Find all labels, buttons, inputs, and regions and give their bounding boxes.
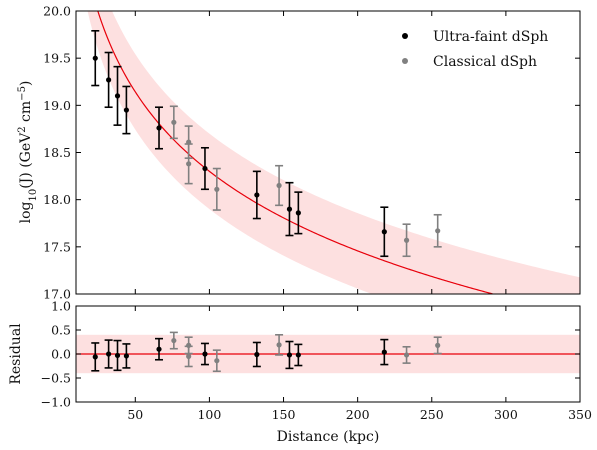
residual-classical-point-3 bbox=[212, 349, 221, 373]
data-marker bbox=[202, 351, 208, 357]
data-marker bbox=[106, 351, 112, 357]
legend: Ultra-faint dSph Classical dSph bbox=[402, 29, 548, 70]
data-marker bbox=[123, 353, 129, 359]
data-marker bbox=[254, 351, 260, 358]
main-ultra-faint-point-1 bbox=[104, 51, 113, 109]
residual-ultra-faint-point-4 bbox=[155, 337, 164, 361]
data-marker bbox=[295, 210, 301, 216]
legend-marker-classical bbox=[402, 58, 408, 64]
main-y-tick-label: 19.0 bbox=[43, 98, 71, 113]
data-marker bbox=[156, 346, 162, 352]
scatter-band bbox=[87, 11, 580, 294]
residual-classical-point-0 bbox=[169, 331, 178, 350]
main-y-tick-label: 17.0 bbox=[43, 287, 71, 302]
data-marker bbox=[403, 352, 410, 358]
data-marker bbox=[123, 107, 129, 113]
main-ultra-faint-point-8 bbox=[294, 191, 303, 235]
residual-y-axis-label: Residual bbox=[8, 323, 24, 385]
data-marker bbox=[276, 182, 282, 189]
x-axis-label: Distance (kpc) bbox=[277, 429, 380, 445]
main-ultra-faint-point-6 bbox=[252, 170, 261, 220]
data-marker bbox=[202, 165, 208, 172]
data-marker bbox=[114, 352, 121, 359]
main-ultra-faint-point-9 bbox=[380, 206, 389, 258]
data-marker bbox=[276, 342, 282, 348]
data-marker bbox=[286, 206, 293, 212]
residual-ultra-faint-point-5 bbox=[200, 342, 209, 366]
residual-ultra-faint-point-8 bbox=[294, 343, 303, 367]
main-classical-point-5 bbox=[402, 223, 411, 258]
data-marker bbox=[254, 192, 260, 198]
main-y-axis-label: log10(J) (GeV2 cm−5) bbox=[17, 81, 39, 224]
residual-ultra-faint-point-7 bbox=[285, 340, 294, 370]
main-classical-point-2 bbox=[184, 143, 193, 185]
main-panel: 17.0 17.5 18.0 18.5 19.0 19.5 20.0 log10(J) (G… bbox=[17, 4, 581, 302]
residual-ultra-faint-point-2 bbox=[113, 339, 122, 372]
data-marker bbox=[92, 354, 98, 360]
residual-classical-point-2 bbox=[184, 345, 193, 368]
main-y-tick-label: 20.0 bbox=[43, 4, 71, 19]
residual-ultra-faint-point-9 bbox=[380, 338, 389, 366]
data-marker bbox=[171, 119, 177, 125]
main-ultra-faint-point-0 bbox=[91, 30, 100, 87]
data-marker bbox=[92, 55, 98, 61]
main-ultra-faint-point-7 bbox=[285, 181, 294, 237]
x-tick-label: 250 bbox=[420, 407, 444, 422]
residual-y-tick-label: −1.0 bbox=[41, 395, 71, 410]
data-marker bbox=[171, 337, 177, 344]
main-classical-point-0 bbox=[169, 105, 178, 140]
residual-classical-point-5 bbox=[402, 345, 411, 364]
residual-y-tick-label: −0.5 bbox=[41, 371, 71, 386]
residual-ultra-faint-point-1 bbox=[104, 339, 113, 369]
x-tick-label: 150 bbox=[272, 407, 296, 422]
main-y-tick-label: 17.5 bbox=[43, 239, 71, 254]
data-marker bbox=[286, 352, 293, 358]
data-marker bbox=[186, 353, 192, 359]
residual-y-tick-label: 1.0 bbox=[51, 299, 71, 314]
residual-panel: 50 100 150 200 250 300 350 −1.0 −0.5 0.0 0.5 1.0 Re… bbox=[8, 299, 592, 446]
data-marker bbox=[186, 161, 192, 167]
legend-label-classical: Classical dSph bbox=[433, 54, 537, 70]
main-ultra-faint-point-5 bbox=[200, 146, 209, 191]
residual-ultra-faint-point-0 bbox=[91, 342, 100, 372]
data-marker bbox=[214, 358, 220, 364]
data-marker bbox=[114, 93, 121, 99]
legend-marker-ultra-faint bbox=[402, 33, 408, 39]
main-ultra-faint-point-4 bbox=[155, 106, 164, 150]
data-marker bbox=[214, 186, 220, 192]
main-classical-point-3 bbox=[212, 167, 221, 211]
x-tick-label: 300 bbox=[494, 407, 518, 422]
residual-y-tick-label: 0.0 bbox=[51, 347, 71, 362]
main-classical-point-4 bbox=[275, 164, 284, 207]
residual-classical-point-6 bbox=[433, 336, 442, 355]
fit-curve bbox=[97, 11, 496, 294]
main-ultra-faint-point-3 bbox=[122, 85, 131, 135]
data-marker bbox=[381, 349, 387, 355]
main-classical-point-6 bbox=[433, 213, 442, 248]
data-marker bbox=[156, 125, 162, 131]
x-tick-label: 100 bbox=[197, 407, 221, 422]
data-marker bbox=[295, 352, 301, 358]
data-marker bbox=[381, 229, 387, 235]
main-y-tick-label: 19.5 bbox=[43, 51, 71, 66]
legend-label-ultra-faint: Ultra-faint dSph bbox=[433, 29, 548, 45]
x-tick-label: 200 bbox=[346, 407, 370, 422]
residual-classical-point-4 bbox=[275, 333, 284, 356]
residual-ultra-faint-point-3 bbox=[122, 343, 131, 369]
x-tick-label: 350 bbox=[568, 407, 592, 422]
data-marker bbox=[403, 237, 410, 243]
main-y-tick-label: 18.5 bbox=[43, 145, 71, 160]
residual-y-tick-label: 0.5 bbox=[51, 323, 71, 338]
x-tick-label: 50 bbox=[127, 407, 143, 422]
data-marker bbox=[435, 228, 441, 234]
data-marker bbox=[106, 77, 112, 83]
residual-ultra-faint-point-6 bbox=[252, 341, 261, 368]
main-ultra-faint-point-2 bbox=[113, 65, 122, 126]
data-marker bbox=[435, 342, 441, 348]
main-y-tick-label: 18.0 bbox=[43, 192, 71, 207]
